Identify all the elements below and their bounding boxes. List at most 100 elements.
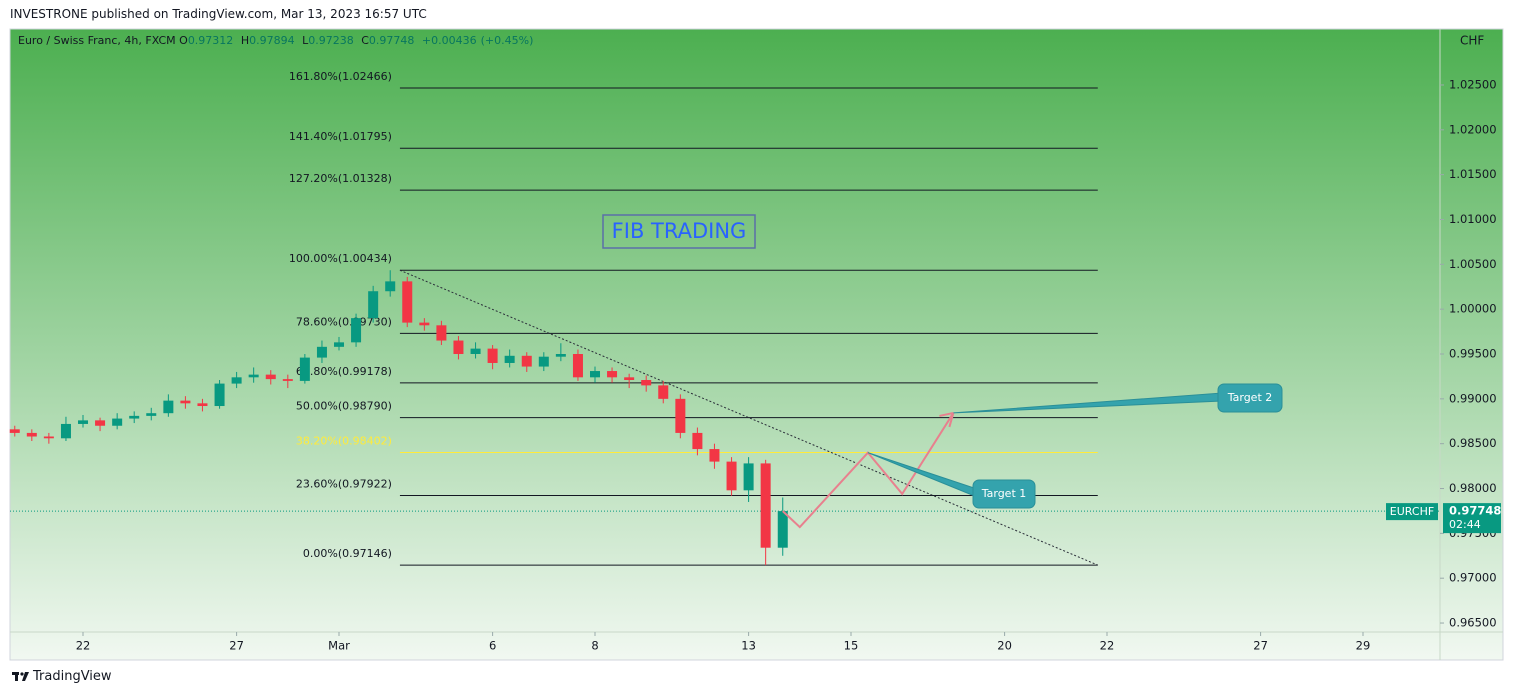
ohlc-label: H [240,34,250,47]
x-tick-label: Mar [328,639,350,653]
y-tick-label: 1.01500 [1449,167,1497,181]
candle-body [555,354,566,357]
candle-body [146,413,157,416]
candle-body [641,380,652,386]
candle-body [248,374,259,378]
ohlc-value: 0.97238 [308,34,354,47]
candle-body [743,463,754,491]
candle-body [692,432,703,450]
y-tick-label: 0.99000 [1449,391,1497,405]
candle-body [419,322,430,326]
title-box [602,214,756,249]
symbol-tag [1386,503,1438,521]
chart-background [9,28,1504,661]
candle-body [43,436,54,439]
candle-body [402,281,413,323]
fib-label: 161.80%(1.02466) [289,70,392,83]
symbol: Euro / Swiss Franc, 4h, FXCM [18,34,176,47]
fib-label: 61.80%(0.99178) [296,365,392,378]
callout-box [972,479,1036,509]
candle-body [590,371,601,378]
candle-body [214,383,225,407]
symbol-tag-text: EURCHF [1390,505,1434,518]
candle-body [351,318,362,343]
change-pct: (+0.45%) [480,34,534,47]
candle-body [521,355,532,367]
candle-body [607,371,618,378]
y-tick-label: 0.98500 [1449,436,1497,450]
fib-label: 0.00%(0.97146) [303,547,392,560]
y-tick-label: 1.02000 [1449,122,1497,136]
candle-body [726,461,737,491]
ohlc-value: 0.97312 [187,34,234,47]
plot-layer: 0.965000.970000.975000.980000.985000.990… [9,70,1501,653]
candle-body [316,346,327,358]
x-tick-label: 15 [844,639,859,653]
candle-body [777,511,788,548]
y-tick-label: 1.00500 [1449,257,1497,271]
y-tick-label: 0.99500 [1449,347,1497,361]
candle-body [197,403,208,407]
fib-label: 127.20%(1.01328) [289,172,392,185]
y-tick-label: 1.01000 [1449,212,1497,226]
x-tick-label: 6 [489,639,496,653]
x-tick-label: 13 [741,639,756,653]
logo [12,672,29,681]
x-tick-label: 29 [1356,639,1371,653]
candle-body [299,357,310,381]
candle-body [385,281,396,292]
currency-label: CHF [1460,34,1484,48]
projection-arrowhead [939,411,955,428]
x-tick-label: 27 [229,639,244,653]
candle-body [112,418,123,426]
candle-body [572,354,583,378]
x-tick-label: 8 [591,639,598,653]
fib-label: 100.00%(1.00434) [289,252,392,265]
y-tick-label: 0.96500 [1449,616,1497,630]
fib-label: 78.60%(0.99730) [296,315,392,328]
candle-body [624,377,635,381]
callout-box [1217,383,1283,413]
ohlc-label: C [361,34,369,47]
candle-body [368,291,379,319]
candle-body [504,355,515,363]
y-tick-label: 0.97000 [1449,571,1497,585]
candle-body [265,374,276,380]
candle-body [163,400,174,414]
price-tag [1443,503,1501,534]
countdown: 02:44 [1449,518,1481,531]
candle-body [95,420,106,426]
candle-body [334,342,345,347]
candle-body [436,325,447,341]
candle-body [709,449,720,462]
fib-label: 50.00%(0.98790) [296,400,392,413]
candle-body [60,423,71,439]
x-tick-label: 22 [76,639,91,653]
callout-text: Target 2 [1227,391,1273,404]
callout-text: Target 1 [981,487,1027,500]
candle-body [487,348,498,363]
title-box-text: FIB TRADING [612,219,747,243]
candle-body [453,340,464,355]
y-tick-label: 0.98000 [1449,481,1497,495]
price-tag-text: 0.97748 [1449,504,1501,518]
footer-brand: TradingView [33,669,112,684]
candle-body [760,463,771,548]
candle-body [180,400,191,404]
y-tick-label: 1.00000 [1449,302,1497,316]
change: +0.00436 [421,34,477,47]
ohlc-label: L [302,34,309,47]
candle-body [231,377,242,384]
candle-body [129,415,140,419]
candle-body [9,429,20,433]
fib-label: 38.20%(0.98402) [296,434,392,447]
ohlc-label: O [179,34,188,47]
ohlc-value: 0.97894 [249,34,295,47]
candle-body [675,398,686,433]
symbol-legend: Euro / Swiss Franc, 4h, FXCM O0.97312 H0… [18,34,537,47]
candle-body [658,385,669,399]
candle-body [78,420,89,424]
candle-body [282,379,293,381]
